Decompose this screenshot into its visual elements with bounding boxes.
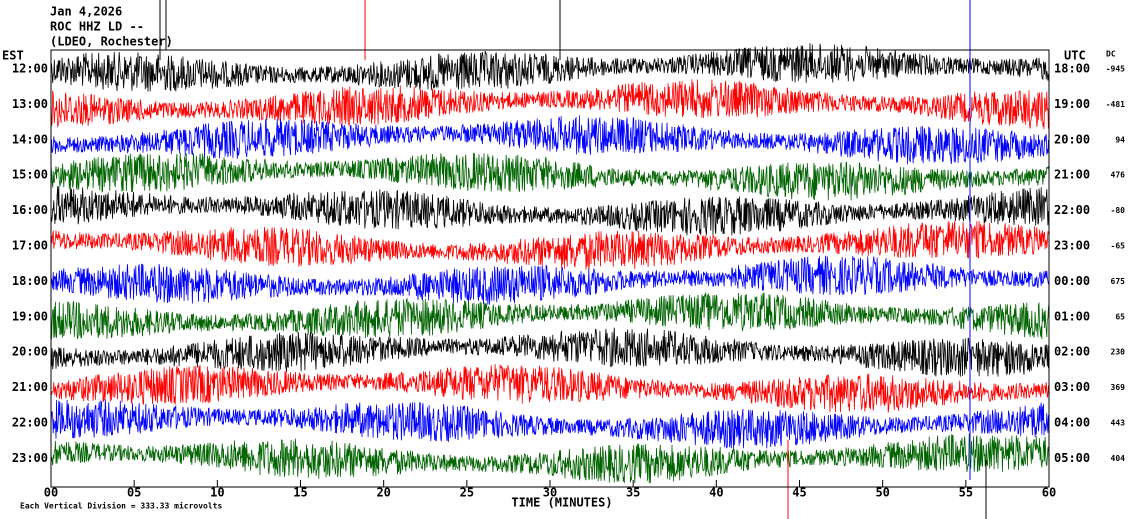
trace — [50, 327, 1050, 377]
left-header: EST — [2, 49, 24, 63]
trace — [50, 433, 1050, 484]
x-label: TIME (MINUTES) — [511, 496, 612, 510]
dc-label: -481 — [1106, 100, 1125, 109]
right-header: UTC — [1064, 49, 1086, 63]
dc-label: -65 — [1111, 242, 1126, 251]
trace — [50, 255, 1050, 305]
est-label: 18:00 — [12, 274, 48, 288]
dc-label: 230 — [1111, 348, 1126, 357]
traces — [50, 43, 1050, 484]
x-tick-label: 05 — [127, 486, 141, 500]
utc-label: 03:00 — [1054, 380, 1090, 394]
est-label: 14:00 — [12, 132, 48, 146]
x-tick-label: 50 — [875, 486, 889, 500]
x-tick-label: 30 — [543, 486, 557, 500]
utc-label: 05:00 — [1054, 451, 1090, 465]
x-tick-label: 60 — [1042, 486, 1056, 500]
utc-label: 21:00 — [1054, 168, 1090, 182]
dc-label: 94 — [1115, 135, 1125, 144]
est-label: 15:00 — [12, 168, 48, 182]
utc-label: 18:00 — [1054, 62, 1090, 76]
x-tick-label: 10 — [210, 486, 224, 500]
est-label: 17:00 — [12, 239, 48, 253]
utc-label: 23:00 — [1054, 239, 1090, 253]
x-tick-label: 00 — [44, 486, 58, 500]
utc-label: 02:00 — [1054, 345, 1090, 359]
trace — [50, 363, 1050, 413]
title-line: Jan 4,2026 — [50, 5, 122, 19]
dc-label: 476 — [1111, 171, 1126, 180]
est-label: 21:00 — [12, 380, 48, 394]
utc-label: 19:00 — [1054, 97, 1090, 111]
dc-label: -945 — [1106, 65, 1125, 74]
est-label: 20:00 — [12, 345, 48, 359]
est-label: 16:00 — [12, 203, 48, 217]
dc-label: 404 — [1111, 454, 1126, 463]
x-tick-label: 45 — [792, 486, 806, 500]
utc-label: 00:00 — [1054, 274, 1090, 288]
trace — [50, 186, 1050, 236]
footer: Each Vertical Division = 333.33 microvol… — [20, 501, 222, 511]
x-tick-label: 15 — [293, 486, 307, 500]
utc-label: 01:00 — [1054, 309, 1090, 323]
x-tick-label: 55 — [959, 486, 973, 500]
x-tick-label: 25 — [460, 486, 474, 500]
trace — [50, 79, 1050, 130]
x-tick-label: 35 — [626, 486, 640, 500]
dc-label: 65 — [1115, 312, 1125, 321]
utc-label: 04:00 — [1054, 416, 1090, 430]
trace — [50, 43, 1050, 92]
dc-label: 443 — [1111, 419, 1126, 428]
dc-label: 675 — [1111, 277, 1126, 286]
est-label: 19:00 — [12, 309, 48, 323]
dc-label: 369 — [1111, 383, 1126, 392]
title-line: (LDEO, Rochester) — [50, 35, 173, 49]
title-line: ROC HHZ LD -- — [50, 20, 144, 34]
spikes — [159, 0, 987, 519]
trace — [50, 115, 1050, 165]
x-tick-label: 40 — [709, 486, 723, 500]
trace — [50, 292, 1050, 340]
est-label: 23:00 — [12, 451, 48, 465]
trace — [50, 399, 1050, 449]
trace — [50, 221, 1050, 271]
utc-label: 22:00 — [1054, 203, 1090, 217]
dc-header: DC — [1106, 50, 1116, 59]
trace — [50, 152, 1050, 201]
est-label: 22:00 — [12, 416, 48, 430]
est-label: 13:00 — [12, 97, 48, 111]
est-label: 12:00 — [12, 62, 48, 76]
utc-label: 20:00 — [1054, 132, 1090, 146]
dc-label: -80 — [1111, 206, 1126, 215]
x-tick-label: 20 — [376, 486, 390, 500]
